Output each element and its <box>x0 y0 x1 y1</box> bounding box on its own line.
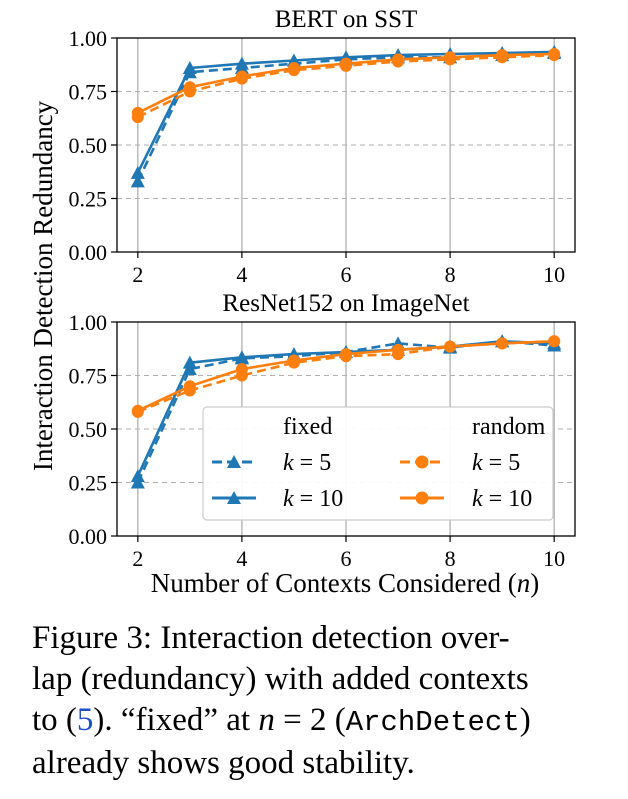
data-point-random-k10 <box>444 340 457 353</box>
legend-box <box>202 406 554 521</box>
data-point-fixed-k10 <box>234 350 249 364</box>
y-tick-label: 1.00 <box>69 310 108 335</box>
data-point-random-k10 <box>183 81 196 94</box>
archdetect-code: ArchDetect <box>345 706 520 739</box>
y-tick-label: 1.00 <box>69 26 108 51</box>
x-tick-label: 8 <box>445 546 456 571</box>
y-tick-label: 0.00 <box>69 524 108 549</box>
plot-frame <box>116 321 576 537</box>
x-tick-label: 4 <box>236 546 247 571</box>
data-point-random-k10 <box>496 337 509 350</box>
data-point-random-k10 <box>235 70 248 83</box>
plot-frame <box>116 37 576 253</box>
data-point-random-k10 <box>287 354 300 367</box>
data-point-random-k10 <box>392 53 405 66</box>
x-tick-label: 4 <box>236 262 247 287</box>
x-tick-label: 6 <box>341 546 352 571</box>
legend-header-fixed: fixed <box>283 414 332 440</box>
figure-caption: Figure 3: Interaction detection over- la… <box>32 618 622 784</box>
y-axis-label: Interaction Detection Redundancy <box>28 100 58 471</box>
data-point-fixed-k10 <box>130 469 145 483</box>
y-tick-label: 0.25 <box>69 187 108 212</box>
data-point-random-k10 <box>131 106 144 119</box>
x-tick-label: 10 <box>543 546 565 571</box>
caption-line-4: already shows good stability. <box>32 745 415 781</box>
legend-label-fixed-k5: k = 5 <box>283 450 331 476</box>
x-tick-label: 6 <box>341 262 352 287</box>
x-tick-label: 10 <box>543 262 565 287</box>
data-point-random-k10 <box>183 380 196 393</box>
data-point-random-k10 <box>340 57 352 70</box>
chart-title: ResNet152 on ImageNet <box>222 290 469 317</box>
caption-line-3: to (5). “fixed” at n = 2 (ArchDetect) <box>32 702 531 739</box>
legend-label-random-k5: k = 5 <box>472 450 520 476</box>
data-point-random-k10 <box>235 363 248 376</box>
legend-header-random: random <box>472 414 546 440</box>
legend-marker-random-k5 <box>415 455 429 469</box>
y-tick-label: 0.50 <box>69 417 108 442</box>
chart-title: BERT on SST <box>275 6 418 33</box>
legend-label-random-k10: k = 10 <box>472 486 532 512</box>
x-tick-label: 2 <box>132 262 143 287</box>
figure-svg: Interaction Detection Redundancy Number … <box>28 6 576 598</box>
y-tick-label: 0.75 <box>69 80 108 105</box>
data-point-fixed-k5 <box>130 174 145 188</box>
legend-label-fixed-k10: k = 10 <box>283 486 343 512</box>
y-tick-label: 0.75 <box>69 364 108 389</box>
caption-line-1: Figure 3: Interaction detection over- <box>32 620 510 656</box>
y-tick-label: 0.00 <box>69 240 108 265</box>
data-point-random-k10 <box>392 343 405 356</box>
data-point-random-k10 <box>548 48 561 61</box>
data-point-fixed-k10 <box>234 56 249 70</box>
legend-marker-random-k10 <box>415 491 429 505</box>
data-point-random-k10 <box>131 404 144 417</box>
data-point-random-k10 <box>548 335 561 348</box>
data-point-fixed-k10 <box>182 60 197 74</box>
legend-marker-fixed-k5 <box>227 455 241 468</box>
y-tick-label: 0.25 <box>69 471 108 496</box>
bert-sst-panel: BERT on SST 0.00 0.25 0.50 0.75 1.00 2 4 6 8 10 <box>69 6 576 287</box>
y-tick-label: 0.50 <box>69 133 108 158</box>
data-point-random-k10 <box>287 61 300 74</box>
data-point-random-k10 <box>496 49 509 62</box>
equation-ref-link[interactable]: 5 <box>76 702 94 738</box>
data-point-fixed-k10 <box>182 355 197 369</box>
x-tick-label: 8 <box>445 262 456 287</box>
caption-line-2: lap (redundancy) with added contexts <box>32 661 529 697</box>
legend: fixed random k = 5 k = 10 k = 5 k = 10 <box>202 406 554 521</box>
x-tick-label: 2 <box>132 546 143 571</box>
x-axis-label: Number of Contexts Considered (n) <box>151 568 539 598</box>
legend-marker-fixed-k10 <box>227 491 241 504</box>
data-point-random-k10 <box>340 348 352 361</box>
data-point-fixed-k10 <box>130 165 145 179</box>
data-point-random-k10 <box>444 51 457 64</box>
